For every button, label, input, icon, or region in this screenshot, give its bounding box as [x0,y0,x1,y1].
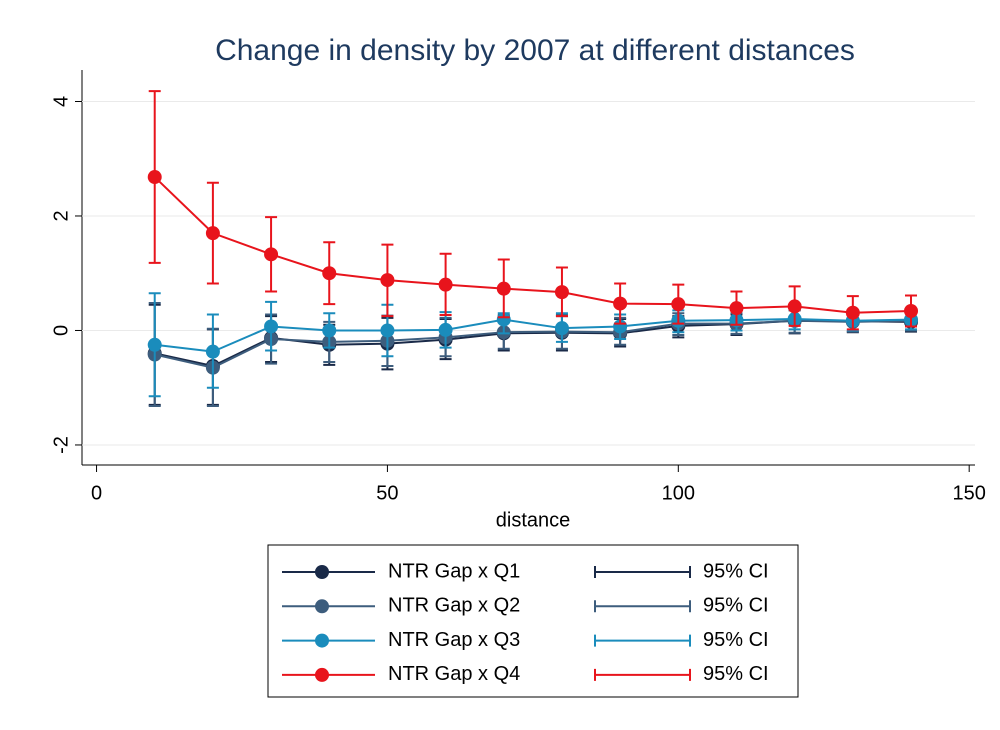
legend-ci-label: 95% CI [703,663,769,685]
point [205,226,220,241]
series-line [154,319,912,369]
series-line [154,318,912,353]
y-tick-label: 0 [50,325,72,336]
legend-label: NTR Gap x Q1 [388,560,520,582]
x-tick-label: 150 [952,482,985,504]
point [613,296,628,311]
legend-marker [315,599,329,614]
legend-label: NTR Gap x Q3 [388,629,520,651]
point [554,321,569,336]
point [438,277,453,292]
point [322,323,337,338]
x-tick-label: 0 [91,482,102,504]
legend-marker [315,565,329,579]
legend-label: NTR Gap x Q4 [388,663,520,685]
point [264,319,279,334]
series-line [154,176,912,314]
point [496,312,511,327]
point [729,301,744,316]
point [787,299,802,314]
legend-marker [315,633,329,648]
point [496,281,511,296]
legend-ci [594,600,691,613]
x-tick-label: 100 [662,482,695,504]
point [322,266,337,281]
point [671,297,686,312]
legend-marker [315,667,329,682]
point [147,170,162,185]
point [205,344,220,359]
legend-ci [594,566,691,578]
point [904,304,919,319]
y-tick-label: -2 [50,436,72,454]
point [380,323,395,338]
point [554,285,569,300]
x-tick-label: 50 [376,482,398,504]
legend-ci-label: 95% CI [703,595,769,617]
legend-ci-label: 95% CI [703,560,769,582]
point [147,337,162,352]
legend-ci [594,634,691,647]
point [845,305,860,320]
y-tick-label: 2 [50,210,72,221]
legend-label: NTR Gap x Q2 [388,595,520,617]
x-axis-label: distance [496,509,571,531]
point [438,322,453,337]
point [264,247,279,262]
legend-ci-label: 95% CI [703,629,769,651]
chart-title: Change in density by 2007 at different d… [215,34,855,67]
legend-ci [594,668,691,681]
legend-box [267,544,799,698]
point [380,273,395,288]
y-tick-label: 4 [50,96,72,107]
